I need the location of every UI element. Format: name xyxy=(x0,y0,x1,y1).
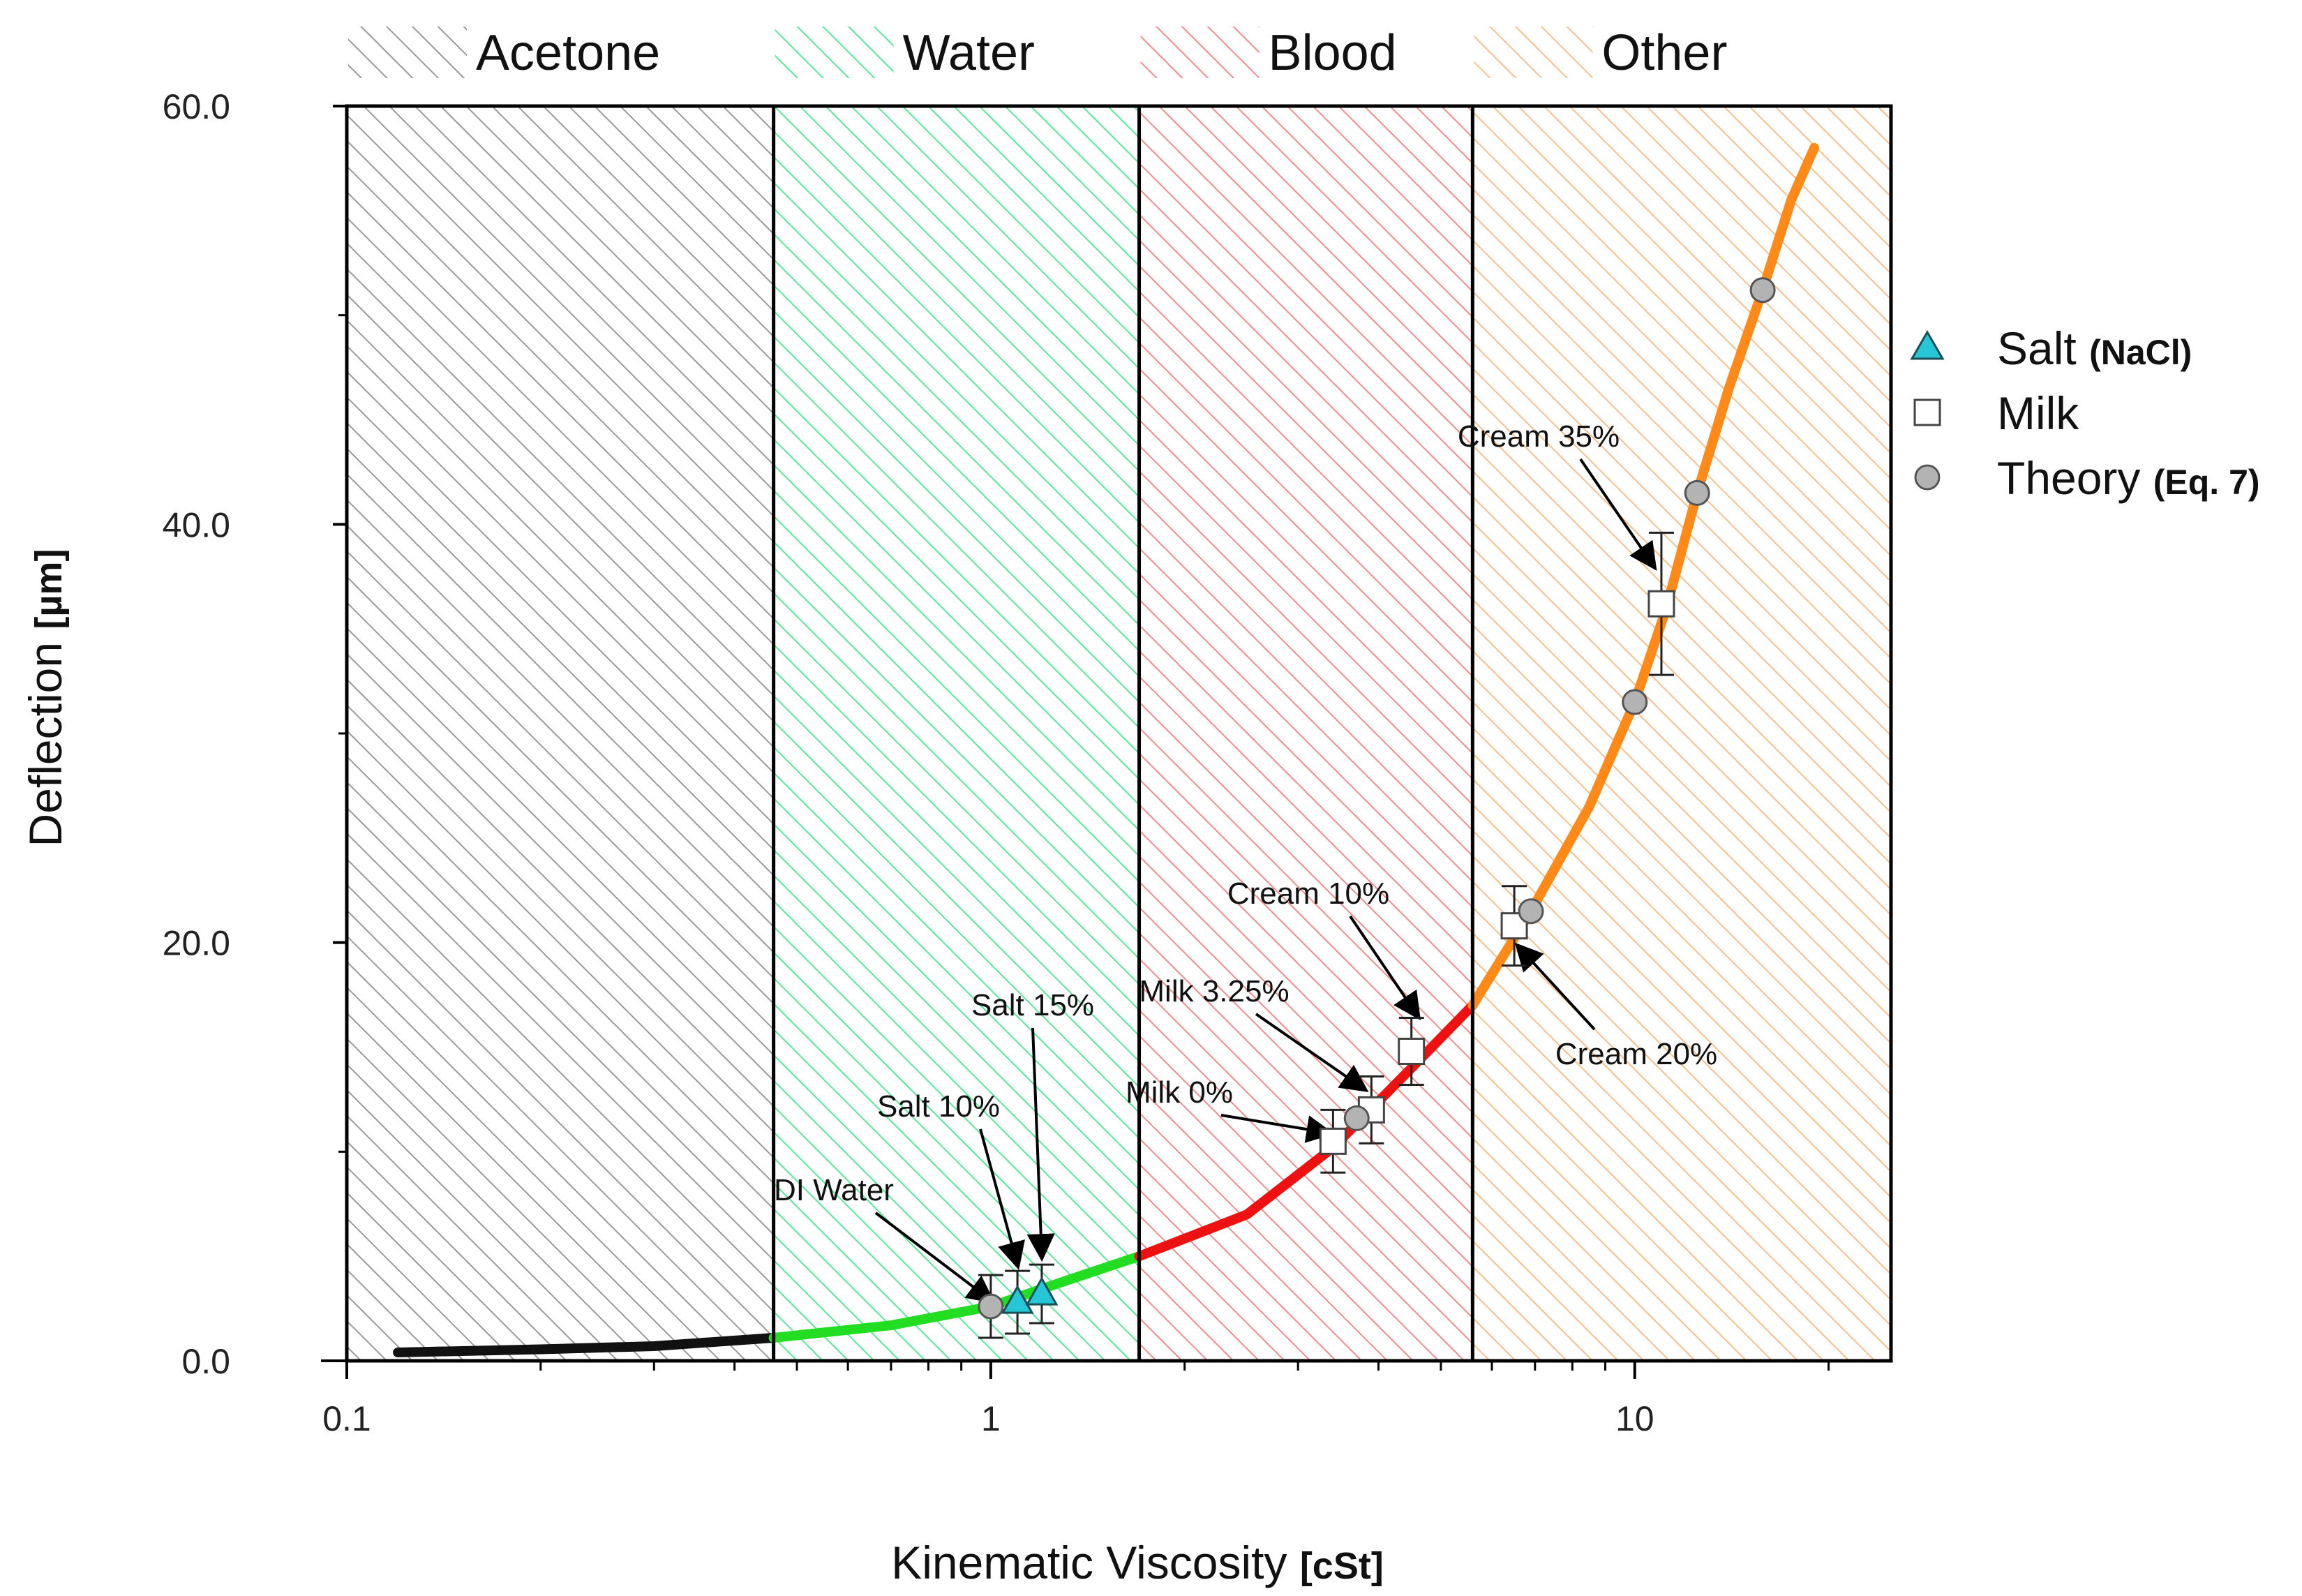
legend-salt-marker xyxy=(1910,330,1945,360)
curve-segment-0 xyxy=(393,1333,779,1357)
legend-milk-label: Milk xyxy=(1997,387,2079,439)
theory-point xyxy=(1622,689,1648,715)
milk-point xyxy=(1319,1127,1347,1155)
y-axis-title-unit: [µm] xyxy=(28,549,70,629)
theory-point xyxy=(1684,479,1710,506)
region-label-blood: Blood xyxy=(1269,25,1397,81)
annotation-cream-10: Cream 10% xyxy=(1227,877,1389,911)
legend-salt-name: Salt xyxy=(1997,322,2089,374)
legend-milk-marker xyxy=(1913,398,1941,426)
annotation-arrow xyxy=(1026,1027,1055,1262)
legend: Salt (NaCl) Milk Theory (Eq. 7) xyxy=(1910,322,2260,504)
milk-point xyxy=(1647,590,1675,618)
region-swatch-water xyxy=(775,27,894,78)
legend-salt-label: Salt (NaCl) xyxy=(1997,322,2192,374)
annotation-di-water: DI Water xyxy=(774,1173,894,1207)
annotation-arrow xyxy=(1349,915,1421,1021)
annotations: DI Water Salt 10% Salt 15% Milk 0% Milk 3.25… xyxy=(774,419,1717,1304)
x-tick-label: 1 xyxy=(981,1399,1001,1438)
legend-theory-label: Theory (Eq. 7) xyxy=(1997,452,2260,504)
y-axis-title: Deflection [µm] xyxy=(20,549,71,847)
region-acetone xyxy=(347,106,774,1361)
annotation-milk-3-25: Milk 3.25% xyxy=(1139,974,1289,1008)
x-tick-label: 0.1 xyxy=(322,1399,371,1438)
legend-theory-marker xyxy=(1914,464,1941,491)
x-axis-title-text: Kinematic Viscosity xyxy=(891,1537,1300,1588)
curve-segment-3 xyxy=(1467,142,1819,1010)
axes: 0.1 1 10 0.0 20.0 40.0 60.0 Kinematic Viscosity… xyxy=(20,87,1891,1588)
x-axis-title-unit: [cSt] xyxy=(1300,1545,1384,1587)
y-tick-label: 60.0 xyxy=(163,87,230,126)
theory-point xyxy=(1749,277,1776,304)
data-points xyxy=(978,277,1776,1339)
region-label-water: Water xyxy=(903,25,1035,81)
theory-point xyxy=(1343,1105,1370,1131)
theory-point xyxy=(978,1293,1004,1320)
annotation-arrow xyxy=(1579,458,1657,571)
x-axis-title: Kinematic Viscosity [cSt] xyxy=(891,1537,1384,1588)
annotation-cream-20: Cream 20% xyxy=(1555,1037,1717,1071)
region-label-other: Other xyxy=(1601,25,1727,81)
region-label-acetone: Acetone xyxy=(476,25,660,81)
y-tick-label: 40.0 xyxy=(163,505,230,544)
annotation-cream-35: Cream 35% xyxy=(1458,419,1620,454)
annotation-arrow xyxy=(1255,1013,1369,1092)
milk-point xyxy=(1500,912,1528,940)
annotation-arrow xyxy=(1514,942,1596,1031)
theory-point xyxy=(1518,898,1544,925)
regions-layer: Acetone Water Blood Other xyxy=(347,25,1891,1361)
annotation-salt-10: Salt 10% xyxy=(877,1089,1000,1124)
legend-milk-name: Milk xyxy=(1997,387,2079,439)
legend-theory-name: Theory xyxy=(1997,452,2153,504)
annotation-arrow xyxy=(874,1211,996,1304)
annotation-arrow xyxy=(1220,1114,1335,1143)
legend-salt-suffix: (NaCl) xyxy=(2089,333,2192,372)
region-water xyxy=(773,106,1139,1361)
salt-point xyxy=(1025,1276,1059,1306)
region-swatch-other xyxy=(1474,27,1593,78)
annotation-salt-15: Salt 15% xyxy=(971,988,1094,1022)
region-other xyxy=(1472,106,1891,1361)
region-swatch-blood xyxy=(1140,27,1260,78)
region-swatch-acetone xyxy=(348,27,467,78)
milk-point xyxy=(1398,1037,1426,1065)
annotation-milk-0: Milk 0% xyxy=(1126,1075,1233,1110)
legend-theory-suffix: (Eq. 7) xyxy=(2153,463,2260,502)
annotation-arrow xyxy=(979,1128,1025,1270)
x-tick-label: 10 xyxy=(1615,1399,1654,1438)
y-axis-title-text: Deflection xyxy=(20,629,71,847)
region-blood xyxy=(1139,106,1473,1361)
y-tick-label: 0.0 xyxy=(181,1342,230,1381)
salt-point xyxy=(1001,1285,1034,1314)
y-tick-label: 20.0 xyxy=(163,924,230,963)
